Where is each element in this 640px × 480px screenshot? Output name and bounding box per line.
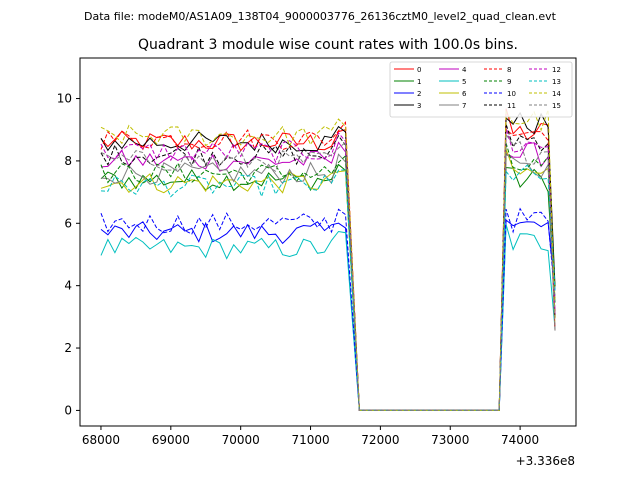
legend-label-15: 15: [552, 102, 561, 110]
y-tick-label: 6: [64, 216, 72, 230]
x-axis: 68000 69000 70000 71000 72000 73000 74000: [82, 426, 539, 447]
y-tick-label: 8: [64, 154, 72, 168]
legend-frame: [389, 61, 573, 118]
series-line-15: [100, 132, 556, 411]
legend-label-11: 11: [507, 102, 516, 110]
x-tick-label: 73000: [431, 433, 469, 447]
plot-area: 68000 69000 70000 71000 72000 73000 74000 0 2 4 6…: [57, 57, 577, 468]
legend-label-0: 0: [417, 66, 421, 74]
x-tick-label: 74000: [501, 433, 539, 447]
legend-label-4: 4: [462, 66, 467, 74]
y-tick-label: 10: [57, 92, 72, 106]
axes-frame: [79, 57, 577, 427]
x-tick-label: 72000: [361, 433, 399, 447]
legend-label-9: 9: [507, 78, 511, 86]
chart-title: Quadrant 3 module wise count rates with …: [138, 37, 518, 53]
legend-label-3: 3: [417, 102, 421, 110]
series-layer: [100, 108, 556, 411]
legend-label-12: 12: [552, 66, 561, 74]
legend-label-2: 2: [417, 90, 421, 98]
legend-label-1: 1: [417, 78, 421, 86]
series-line-14: [100, 109, 556, 411]
legend-label-7: 7: [462, 102, 466, 110]
x-tick-label: 70000: [222, 433, 260, 447]
legend-label-14: 14: [552, 90, 561, 98]
x-tick-label: 71000: [291, 433, 329, 447]
x-tick-label: 68000: [82, 433, 120, 447]
y-tick-label: 2: [64, 341, 72, 355]
y-axis: 0 2 4 6 8 10: [57, 92, 80, 417]
suptitle: Data file: modeM0/AS1A09_138T04_90000037…: [84, 10, 557, 23]
y-tick-label: 0: [64, 403, 72, 417]
legend-label-6: 6: [462, 90, 467, 98]
y-tick-label: 4: [64, 279, 72, 293]
legend-label-8: 8: [507, 66, 511, 74]
legend-label-10: 10: [507, 90, 516, 98]
legend-label-13: 13: [552, 78, 561, 86]
legend-label-5: 5: [462, 78, 466, 86]
x-tick-label: 69000: [152, 433, 190, 447]
x-offset-label: +3.336e8: [516, 454, 575, 468]
